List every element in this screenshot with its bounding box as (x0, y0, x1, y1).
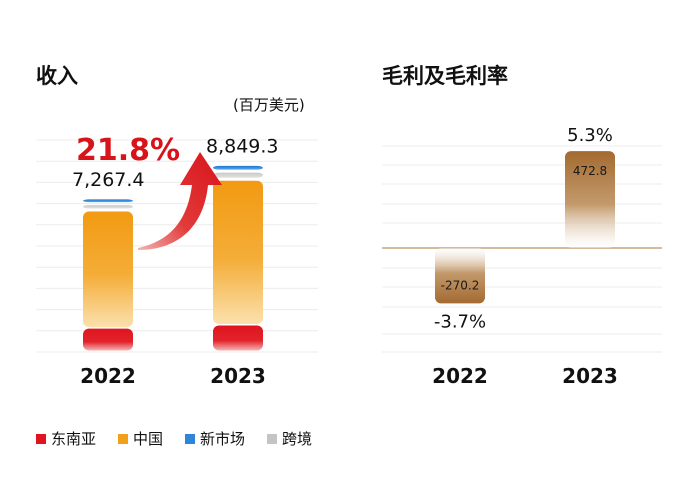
revenue-chart-title: 收入 (36, 64, 78, 88)
legend-item-sea: 东南亚 (36, 428, 96, 449)
revenue-total-label-2022: 7,267.4 (72, 169, 145, 191)
legend-label-sea: 东南亚 (51, 430, 97, 448)
revenue-bar-new-markets-2022 (83, 199, 133, 203)
gross-profit-year-label-2022: 2022 (432, 364, 488, 388)
legend-swatch-new-markets (185, 433, 196, 444)
gross-margin-label-2022: -3.7% (434, 311, 486, 332)
revenue-growth-label: 21.8% (76, 133, 180, 168)
revenue-unit-label: (百万美元) (233, 96, 305, 114)
legend-label-cross-border: 跨境 (282, 430, 313, 448)
revenue-bar-china-2022 (83, 211, 133, 328)
revenue-bar-china-2023 (213, 180, 263, 324)
gross-profit-gridlines (382, 145, 662, 353)
gross-profit-bars: -270.2 -3.7% 2022 472.8 5.3% 2023 (432, 125, 618, 388)
legend-swatch-china (118, 433, 129, 444)
gross-profit-bar-2023 (565, 151, 615, 248)
gross-profit-chart-title: 毛利及毛利率 (382, 64, 508, 88)
legend-item-china: 中国 (118, 428, 163, 449)
revenue-bars: 7,267.4 2022 8,849.3 2023 (72, 135, 279, 388)
growth-arrow-icon (138, 152, 222, 250)
gross-profit-year-label-2023: 2023 (562, 364, 618, 388)
gross-profit-value-label-2023: 472.8 (573, 164, 607, 178)
legend-label-new-markets: 新市场 (200, 430, 246, 448)
revenue-bar-cross-border-2022 (83, 205, 133, 209)
legend-swatch-cross-border (267, 433, 278, 444)
gross-margin-label-2023: 5.3% (567, 125, 613, 146)
revenue-total-label-2023: 8,849.3 (206, 135, 279, 157)
legend-item-new-markets: 新市场 (185, 428, 245, 449)
legend: 东南亚 中国 新市场 跨境 (36, 428, 312, 449)
revenue-bar-new-markets-2023 (213, 165, 263, 170)
revenue-bar-cross-border-2023 (213, 172, 263, 178)
legend-label-china: 中国 (133, 430, 164, 448)
legend-swatch-sea (36, 433, 46, 444)
legend-item-cross-border: 跨境 (267, 428, 312, 449)
gross-profit-value-label-2022: -270.2 (441, 278, 480, 292)
revenue-year-label-2023: 2023 (210, 364, 266, 388)
gross-profit-bar-2022 (435, 248, 485, 304)
revenue-bar-sea-2023 (213, 325, 263, 351)
revenue-year-label-2022: 2022 (80, 364, 136, 388)
revenue-bar-sea-2022 (83, 328, 133, 351)
